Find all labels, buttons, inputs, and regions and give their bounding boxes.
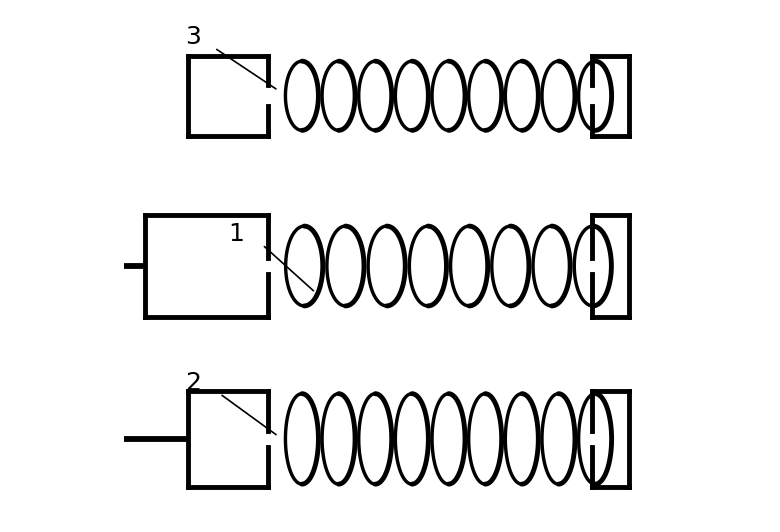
Text: 1: 1 [228, 222, 243, 246]
Text: 2: 2 [185, 371, 201, 395]
Text: 3: 3 [185, 25, 201, 49]
